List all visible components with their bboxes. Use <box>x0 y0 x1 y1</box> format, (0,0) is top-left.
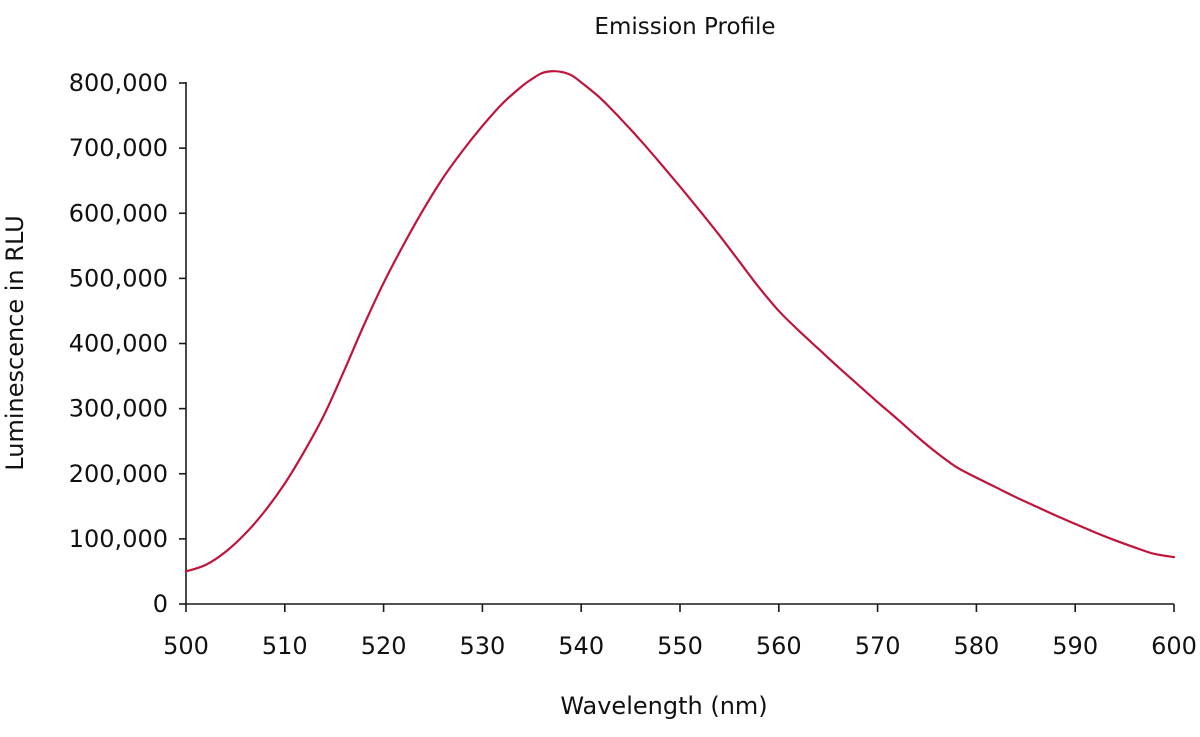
x-tick-label: 570 <box>855 632 901 660</box>
series-layer <box>184 70 1176 573</box>
y-tick-label: 500,000 <box>69 264 168 292</box>
x-tick-label: 540 <box>558 632 604 660</box>
axes <box>185 82 1174 605</box>
y-tick-label: 600,000 <box>69 199 168 227</box>
x-tick-label: 580 <box>953 632 999 660</box>
y-axis-label: Luminescence in RLU <box>1 215 29 470</box>
x-tick-label: 550 <box>657 632 703 660</box>
x-tick-label: 510 <box>262 632 308 660</box>
x-tick-label: 520 <box>361 632 407 660</box>
y-tick-label: 700,000 <box>69 134 168 162</box>
x-tick-label: 590 <box>1052 632 1098 660</box>
y-tick-label: 100,000 <box>69 525 168 553</box>
y-tick-label: 200,000 <box>69 460 168 488</box>
x-tick-label: 530 <box>459 632 505 660</box>
chart-title: Emission Profile <box>594 14 775 40</box>
y-tick-label: 800,000 <box>69 69 168 97</box>
x-tick-label: 500 <box>163 632 209 660</box>
x-tick-label: 600 <box>1151 632 1197 660</box>
emission-series-line <box>184 70 1176 573</box>
y-axis-ticks: 0 100,000 200,000 300,000 400,000 500,000 600,… <box>69 69 186 618</box>
x-tick-label: 560 <box>756 632 802 660</box>
y-tick-label: 300,000 <box>69 395 168 423</box>
x-axis-ticks: 500 510 520 530 540 550 560 570 580 590 600 <box>163 604 1197 660</box>
y-tick-label: 400,000 <box>69 330 168 358</box>
x-axis-label: Wavelength (nm) <box>560 692 767 720</box>
y-tick-label: 0 <box>153 590 168 618</box>
